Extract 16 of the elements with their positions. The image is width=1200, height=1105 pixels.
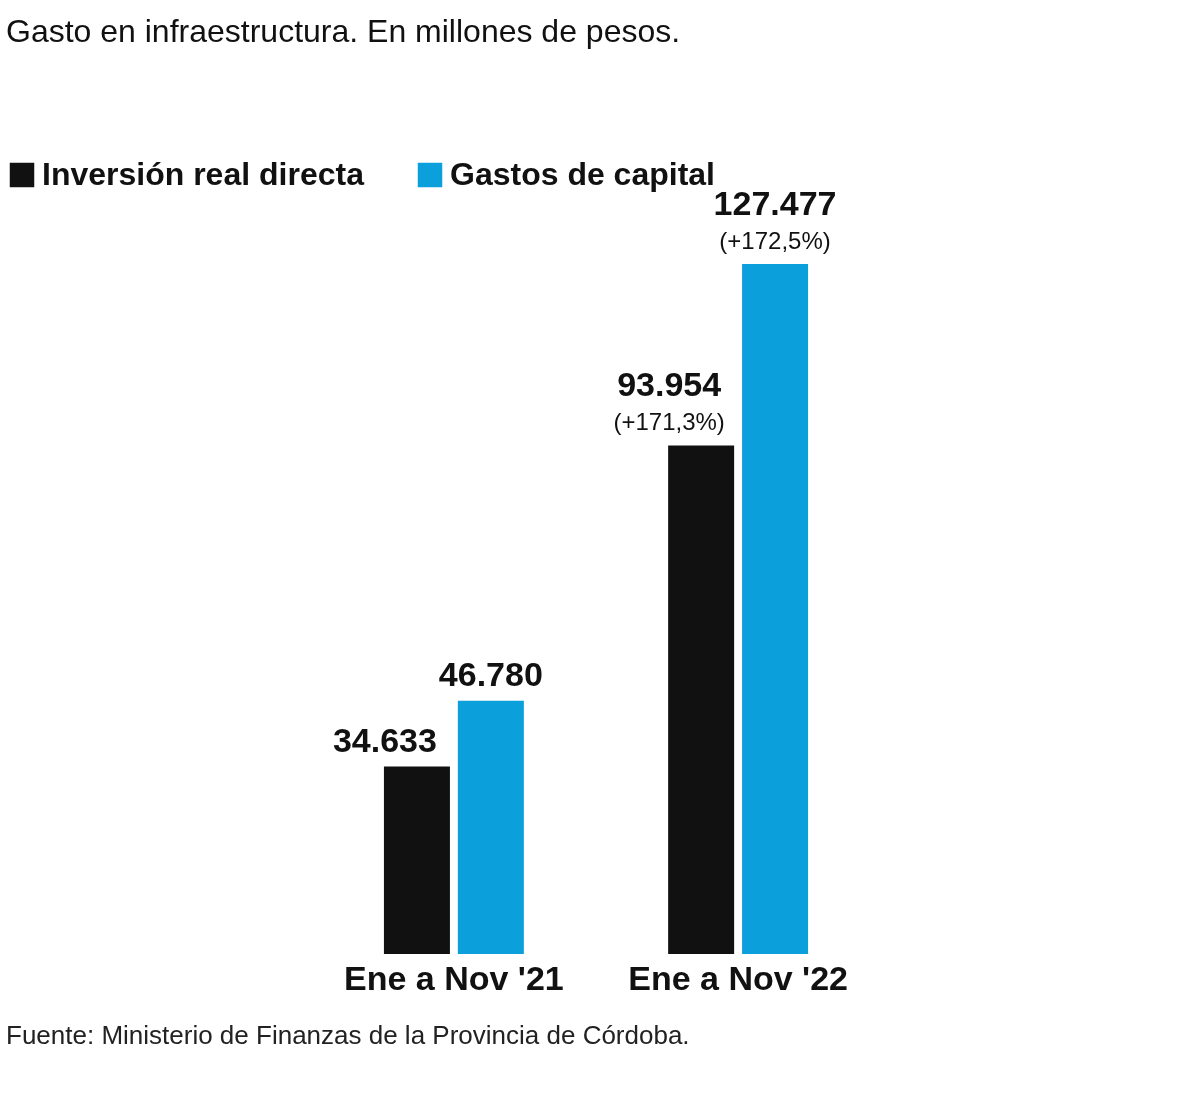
x-tick-label: Ene a Nov '22 <box>628 958 848 997</box>
data-label: 93.954 <box>617 365 722 404</box>
source-note: Fuente: Ministerio de Finanzas de la Provincia de Córdoba. <box>6 1020 690 1050</box>
chart-title: Gasto en infraestructura. En millones de pesos. <box>6 13 681 49</box>
x-tick-label: Ene a Nov '21 <box>344 958 564 997</box>
bar <box>668 445 735 954</box>
legend-label: Inversión real directa <box>42 156 365 192</box>
bar <box>383 766 450 954</box>
bar <box>742 264 809 954</box>
annotation: (+171,3%) <box>613 408 725 436</box>
bar <box>457 700 524 954</box>
annotation: (+172,5%) <box>719 227 831 254</box>
legend-label: Gastos de capital <box>450 156 715 192</box>
data-label: 34.633 <box>332 720 437 759</box>
data-label: 127.477 <box>713 184 837 222</box>
data-label: 46.780 <box>438 654 543 693</box>
